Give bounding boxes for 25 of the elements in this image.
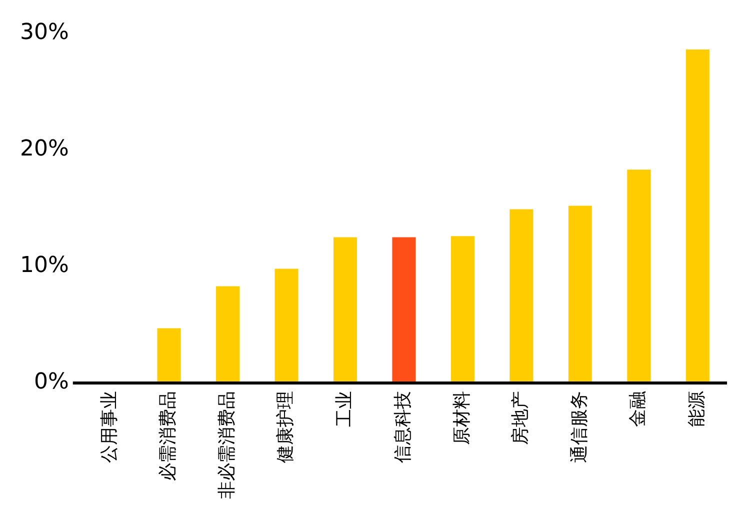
- bar: [510, 209, 534, 383]
- x-tick-label: 信息科技: [392, 391, 414, 463]
- bar: [450, 236, 474, 383]
- bar: [392, 237, 416, 383]
- x-tick-label: 房地产: [510, 391, 532, 445]
- bar: [686, 50, 710, 383]
- bar: [157, 328, 181, 383]
- y-tick-label: 0%: [34, 370, 69, 395]
- bar: [568, 206, 592, 383]
- bar: [333, 237, 357, 383]
- y-tick-label: 20%: [20, 136, 69, 162]
- x-tick-label: 健康护理: [275, 391, 296, 463]
- x-tick-label: 必需消费品: [158, 391, 179, 481]
- bar: [627, 170, 651, 383]
- bar: [274, 268, 298, 383]
- x-tick-label: 原材料: [451, 391, 472, 445]
- x-tick-label: 工业: [334, 391, 355, 427]
- bar: [216, 286, 240, 383]
- x-tick-label: 通信服务: [568, 391, 590, 463]
- x-tick-label: 能源: [686, 391, 708, 427]
- x-tick-label: 非必需消费品: [216, 391, 238, 499]
- x-tick-label: 公用事业: [98, 391, 120, 463]
- x-tick-label: 金融: [628, 391, 649, 427]
- y-tick-label: 30%: [20, 20, 69, 45]
- y-tick-label: 10%: [20, 253, 69, 278]
